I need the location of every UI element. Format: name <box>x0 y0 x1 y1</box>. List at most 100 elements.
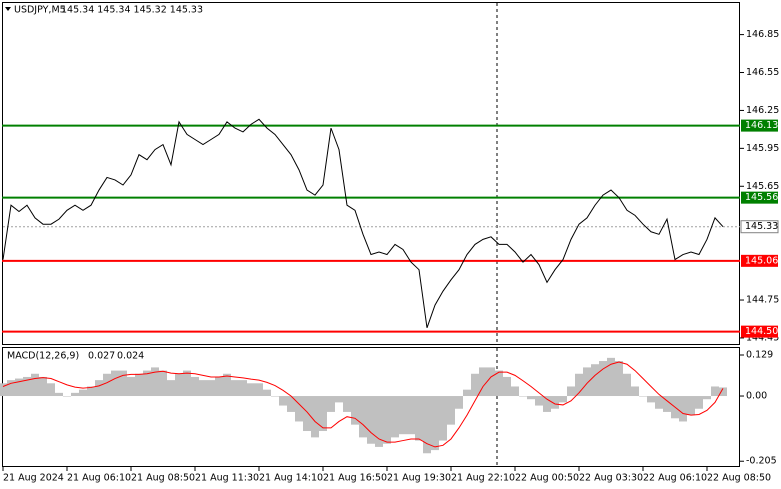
y-tick-label: 144.75 <box>746 295 779 306</box>
histogram-bar <box>599 361 607 397</box>
histogram-bar <box>143 370 151 397</box>
x-tick-label: 22 Aug 08:50 <box>707 473 771 484</box>
histogram-bar <box>511 386 519 397</box>
histogram-bar <box>183 370 191 397</box>
histogram-bar <box>367 396 375 444</box>
histogram-bar <box>175 373 183 397</box>
y-tick-label: 146.25 <box>746 105 779 116</box>
macd-main-value: 0.027 <box>88 351 115 362</box>
y-tick-label: 0.00 <box>746 391 767 402</box>
histogram-bar <box>215 376 223 397</box>
histogram-bar <box>543 396 551 412</box>
ohlc-values: 145.34 145.34 145.32 145.33 <box>61 5 203 16</box>
histogram-bar <box>239 380 247 397</box>
histogram-bar <box>487 367 495 397</box>
histogram-bar <box>119 370 127 397</box>
level-label-box <box>741 191 778 204</box>
histogram-bar <box>23 376 31 397</box>
histogram-bar <box>503 376 511 397</box>
histogram-bar <box>55 392 63 397</box>
histogram-bar <box>343 396 351 412</box>
x-tick-label: 21 Aug 11:30 <box>195 473 259 484</box>
histogram-bar <box>87 386 95 397</box>
histogram-bar <box>479 367 487 397</box>
histogram-bar <box>447 396 455 425</box>
histogram-bar <box>271 396 279 397</box>
macd-signal-value: 0.024 <box>117 351 144 362</box>
histogram-bar <box>319 396 327 432</box>
y-tick-label: -0.205 <box>746 456 777 467</box>
level-label: 145.56 <box>745 192 778 203</box>
histogram-bar <box>7 380 15 397</box>
histogram-bar <box>639 396 647 397</box>
price-panel-frame <box>2 2 740 345</box>
line-series <box>2 118 724 328</box>
histogram-bar <box>631 386 639 397</box>
last-price-box <box>740 220 779 234</box>
histogram-bar <box>359 396 367 438</box>
histogram-bar <box>471 373 479 397</box>
histogram-bar <box>519 396 527 397</box>
histogram-bar <box>39 376 47 397</box>
x-tick-label: 21 Aug 14:10 <box>259 473 323 484</box>
level-label: 144.50 <box>745 326 778 337</box>
histogram-bar <box>191 376 199 397</box>
histogram-bar <box>615 361 623 397</box>
histogram-bar <box>0 383 7 397</box>
histogram-bar <box>295 396 303 422</box>
histogram-bar <box>375 396 383 447</box>
histogram-bar <box>591 364 599 397</box>
histogram-bar <box>527 396 535 400</box>
histogram-bar <box>127 376 135 397</box>
histogram-bar <box>431 396 439 451</box>
histogram-bar <box>607 357 615 397</box>
x-tick-label: 22 Aug 06:10 <box>643 473 707 484</box>
histogram-bar <box>663 396 671 412</box>
level-label-box <box>741 254 778 267</box>
histogram-bar <box>159 370 167 397</box>
histogram-bar <box>47 383 55 397</box>
histogram-bar <box>703 396 711 400</box>
histogram-bar <box>423 396 431 454</box>
histogram-bar <box>63 396 71 397</box>
histogram-bar <box>583 367 591 397</box>
histogram-bar <box>303 396 311 432</box>
histogram-bar <box>167 380 175 397</box>
histogram-bar <box>255 383 263 397</box>
x-tick-label: 21 Aug 08:50 <box>131 473 195 484</box>
histogram-bar <box>31 373 39 397</box>
histogram-bar <box>647 396 655 403</box>
histogram-bar <box>407 396 415 435</box>
y-tick-label: 0.129 <box>746 349 773 360</box>
histogram-bar <box>279 396 287 406</box>
histogram-bar <box>455 396 463 409</box>
x-tick-label: 22 Aug 03:30 <box>579 473 643 484</box>
histogram-bar <box>335 396 343 403</box>
histogram-bar <box>495 370 503 397</box>
histogram-bar <box>223 373 231 397</box>
histogram-bar <box>207 380 215 397</box>
histogram-bar <box>111 370 119 397</box>
x-tick-label: 22 Aug 00:50 <box>515 473 579 484</box>
histogram-bar <box>679 396 687 422</box>
x-tick-label: 21 Aug 06:10 <box>67 473 131 484</box>
histogram-bar <box>695 396 703 409</box>
level-label-box <box>741 325 778 338</box>
line-series <box>2 361 724 448</box>
x-tick-label: 21 Aug 22:10 <box>451 473 515 484</box>
histogram-bar <box>71 392 79 397</box>
histogram-bar <box>391 396 399 438</box>
histogram-bar <box>415 396 423 441</box>
histogram-bar <box>95 380 103 397</box>
histogram-bar <box>719 387 727 397</box>
macd-title: MACD(12,26,9) <box>7 351 79 362</box>
histogram-bar <box>103 373 111 397</box>
histogram-bar <box>575 373 583 397</box>
histogram-bar <box>15 378 23 397</box>
histogram-bar <box>135 373 143 397</box>
histogram-bar <box>551 396 559 409</box>
histogram-bar <box>567 386 575 397</box>
y-tick-label: 146.55 <box>746 67 779 78</box>
